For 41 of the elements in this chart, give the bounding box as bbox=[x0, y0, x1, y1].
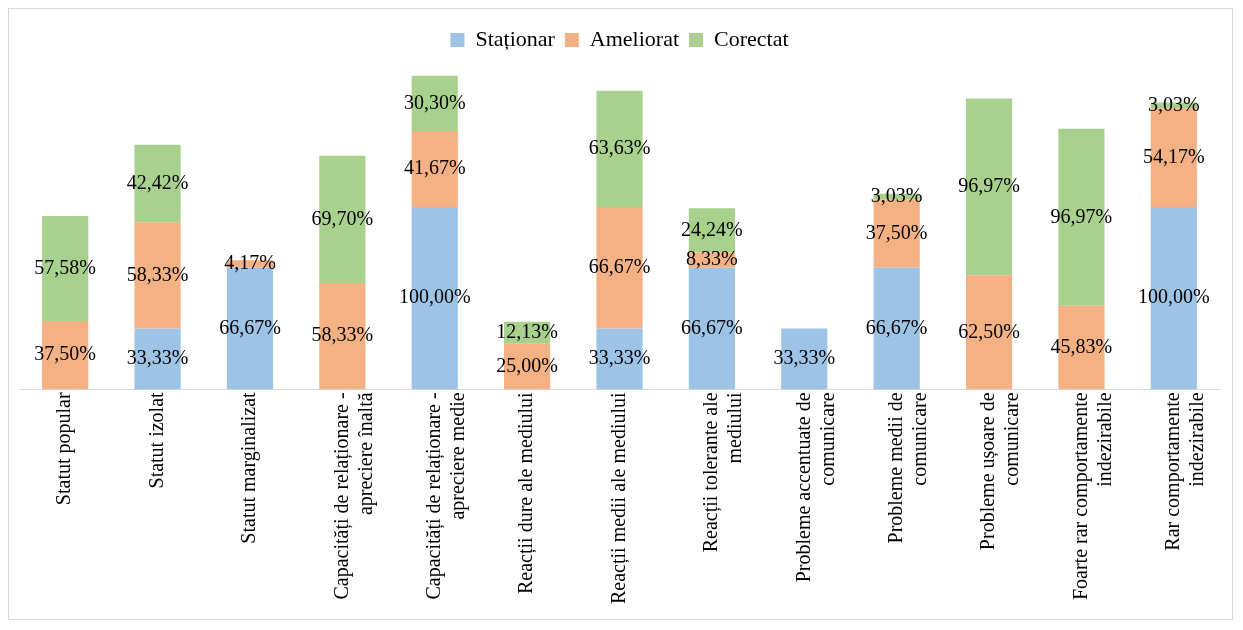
data-label: 66,67% bbox=[588, 255, 651, 278]
data-label: 37,50% bbox=[865, 220, 928, 243]
data-label: 62,50% bbox=[958, 319, 1020, 342]
data-label: 30,30% bbox=[403, 90, 466, 113]
data-label: 100,00% bbox=[1137, 285, 1210, 308]
legend-label: Ameliorat bbox=[589, 25, 680, 51]
data-label: 41,67% bbox=[403, 156, 466, 179]
data-label: 45,83% bbox=[1050, 334, 1113, 357]
data-label: 25,00% bbox=[496, 353, 558, 376]
data-label: 4,17% bbox=[224, 251, 276, 274]
data-label: 57,58% bbox=[34, 255, 97, 278]
x-tick-label: Statut izolat bbox=[144, 391, 167, 489]
x-tick-label: Statut popular bbox=[52, 392, 76, 506]
data-label: 3,03% bbox=[870, 183, 923, 206]
x-tick-label: Reacții medii ale mediului bbox=[606, 391, 630, 605]
data-label: 33,33% bbox=[588, 346, 651, 369]
data-label: 58,33% bbox=[311, 323, 374, 346]
data-label: 66,67% bbox=[865, 315, 928, 338]
data-label: 63,63% bbox=[588, 136, 651, 159]
data-label: 12,13% bbox=[496, 319, 558, 342]
x-tick-label: Reacții tolerante ale mediului bbox=[699, 391, 746, 553]
data-label: 33,33% bbox=[773, 346, 836, 369]
x-tick-label: Statut marginalizat bbox=[237, 391, 261, 544]
data-label: 3,03% bbox=[1147, 92, 1200, 115]
data-label: 96,97% bbox=[1050, 204, 1113, 227]
data-label: 54,17% bbox=[1142, 144, 1205, 167]
data-label: 8,33% bbox=[686, 247, 738, 270]
data-label: 66,67% bbox=[219, 315, 281, 338]
data-label: 58,33% bbox=[126, 262, 189, 285]
data-label: 96,97% bbox=[958, 174, 1020, 197]
data-label: 100,00% bbox=[398, 285, 471, 308]
data-label: 42,42% bbox=[126, 170, 189, 193]
x-tick-label: Capacități de relaționare - apreciere înaltă bbox=[329, 392, 377, 600]
data-label: 69,70% bbox=[311, 206, 374, 229]
data-label: 33,33% bbox=[126, 346, 189, 369]
x-tick-label: Reacții dure ale mediului bbox=[514, 391, 538, 594]
data-label: 37,50% bbox=[34, 342, 97, 365]
data-label: 66,67% bbox=[681, 315, 743, 338]
data-label: 24,24% bbox=[681, 217, 743, 240]
legend-label: Staționar bbox=[475, 25, 556, 51]
legend-label: Corectat bbox=[714, 25, 789, 51]
